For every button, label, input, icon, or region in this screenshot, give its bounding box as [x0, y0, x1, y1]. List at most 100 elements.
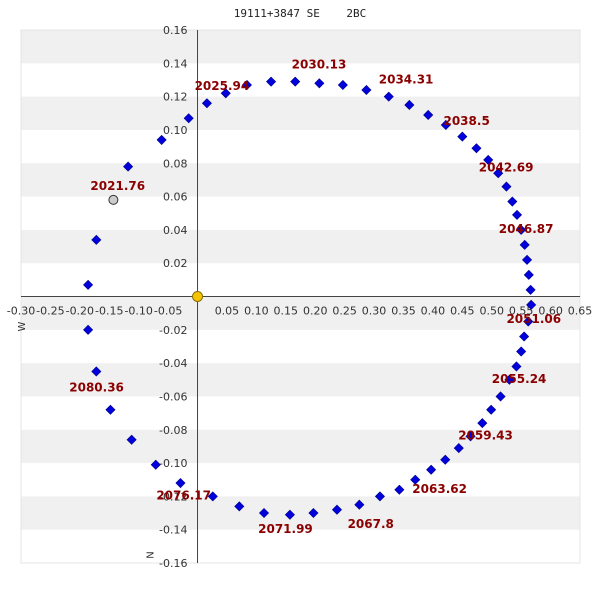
primary-star-point	[192, 291, 204, 302]
epoch-label: 2034.31	[379, 72, 434, 86]
chart-title: 19111+3847 SE 2BC	[233, 7, 367, 20]
orbit-point	[486, 404, 497, 415]
x-tick-label: -0.30	[7, 305, 35, 318]
x-tick-label: -0.20	[66, 305, 94, 318]
orbit-point	[511, 361, 522, 372]
y-tick-label: 0.10	[163, 124, 188, 137]
orbit-points	[83, 76, 537, 520]
epoch-label: 2059.43	[458, 429, 513, 443]
x-tick-label: 0.20	[303, 305, 328, 318]
grid-band	[21, 163, 580, 197]
orbit-point	[410, 474, 421, 485]
orbit-point	[457, 131, 468, 142]
y-tick-label: 0.14	[163, 57, 188, 70]
orbit-point	[83, 324, 94, 335]
orbit-point	[201, 98, 212, 109]
orbit-point	[234, 501, 245, 512]
current-position-point	[108, 194, 119, 205]
orbit-point	[477, 418, 488, 429]
orbit-point	[374, 491, 385, 502]
epoch-label: 2055.24	[492, 372, 547, 386]
orbit-point	[308, 508, 319, 519]
grid-band	[21, 96, 580, 130]
orbit-point	[519, 239, 530, 250]
x-tick-label: 0.60	[538, 305, 563, 318]
side-label-n: N	[146, 551, 157, 558]
orbit-point	[440, 119, 451, 130]
orbit-point	[258, 508, 270, 519]
orbit-point	[526, 299, 537, 310]
orbit-point	[383, 91, 394, 102]
epoch-label: 2038.5	[443, 114, 489, 128]
y-tick-label: 0.16	[163, 24, 188, 37]
orbit-point	[471, 143, 482, 154]
grid-bands	[20, 29, 581, 564]
y-tick-label: 0.06	[163, 191, 188, 204]
orbit-point	[522, 254, 533, 265]
orbit-point	[175, 478, 186, 489]
y-tick-label: 0.08	[163, 157, 188, 170]
orbit-point	[183, 113, 194, 124]
orbit-point	[495, 391, 506, 402]
epoch-label: 2063.62	[412, 482, 467, 496]
x-tick-label: -0.15	[95, 305, 123, 318]
orbit-point	[501, 181, 512, 192]
orbit-point	[440, 454, 451, 465]
epoch-label: 2042.69	[479, 161, 534, 175]
x-tick-label: 0.65	[568, 305, 593, 318]
side-label-w: W	[17, 321, 28, 331]
y-tick-label: -0.02	[159, 324, 187, 337]
orbit-point	[314, 78, 325, 89]
orbit-point	[105, 404, 116, 415]
epoch-label: 2076.17	[156, 489, 211, 503]
epoch-label: 2071.99	[258, 522, 313, 536]
epoch-label: 2046.87	[499, 222, 554, 236]
orbit-point	[523, 269, 534, 280]
orbit-point	[91, 366, 102, 377]
x-tick-label: 0.45	[450, 305, 475, 318]
orbit-point	[354, 499, 365, 510]
orbit-point	[83, 279, 94, 290]
x-tick-label: 0.15	[274, 305, 299, 318]
orbit-point	[290, 76, 301, 87]
y-tick-label: 0.02	[163, 257, 188, 270]
orbit-point	[516, 224, 527, 235]
y-tick-label: -0.06	[159, 390, 187, 403]
orbit-point	[512, 209, 523, 220]
orbit-point	[266, 76, 277, 87]
orbit-point	[207, 491, 218, 502]
y-tick-label: -0.10	[159, 457, 187, 470]
orbit-point	[361, 84, 372, 95]
epoch-label: 2025.94	[195, 79, 250, 93]
x-tick-label: 0.25	[332, 305, 357, 318]
grid-band	[21, 496, 580, 530]
orbit-point	[525, 284, 536, 295]
orbit-point	[465, 431, 476, 442]
y-tick-label: -0.16	[159, 557, 187, 570]
grid-band	[21, 296, 580, 330]
x-tick-label: 0.50	[479, 305, 504, 318]
y-tick-label: 0.04	[163, 224, 188, 237]
epoch-label: 2030.13	[292, 57, 347, 71]
orbit-point	[404, 99, 415, 110]
orbit-point	[150, 459, 161, 470]
epoch-label: 2051.06	[506, 312, 561, 326]
x-tick-label: 0.40	[421, 305, 446, 318]
x-tick-label: 0.10	[244, 305, 269, 318]
orbit-point	[426, 464, 437, 475]
orbit-point	[220, 88, 231, 99]
x-tick-label: -0.10	[124, 305, 152, 318]
grid-band	[21, 30, 580, 64]
y-tick-label: -0.08	[159, 424, 187, 437]
x-tick-label: 0.55	[509, 305, 534, 318]
orbit-point	[507, 196, 518, 207]
orbit-point	[337, 79, 348, 90]
orbit-point	[504, 374, 515, 385]
orbit-point	[493, 168, 504, 179]
epoch-label: 2021.76	[90, 179, 145, 193]
orbit-point	[156, 134, 167, 145]
epoch-label: 2080.36	[69, 380, 124, 394]
orbit-point	[523, 316, 534, 327]
orbit-point	[483, 154, 494, 165]
epoch-label: 2067.8	[348, 517, 394, 531]
